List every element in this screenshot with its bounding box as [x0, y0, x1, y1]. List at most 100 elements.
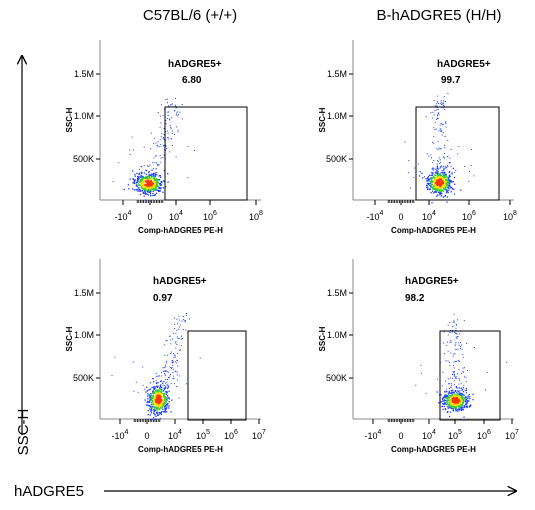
event-dot: [155, 390, 157, 392]
event-dot: [439, 176, 441, 178]
event-dot: [443, 331, 445, 333]
event-dot: [137, 184, 139, 186]
event-dot: [169, 375, 171, 377]
event-dot: [177, 323, 179, 325]
event-dot: [144, 191, 147, 193]
event-dot: [461, 405, 463, 407]
event-dot: [159, 418, 161, 420]
event-dot: [168, 397, 170, 399]
event-dot: [459, 409, 461, 411]
event-dot: [455, 407, 457, 409]
event-dot: [451, 406, 453, 409]
event-dot: [173, 354, 175, 356]
event-dot: [435, 174, 437, 177]
event-dot: [436, 176, 439, 178]
x-tick-label: 106: [224, 429, 238, 441]
event-dot: [441, 170, 443, 172]
event-dot: [440, 179, 442, 181]
event-dot: [450, 398, 452, 401]
event-dot: [461, 393, 463, 395]
event-dot: [440, 178, 443, 180]
event-dot: [177, 379, 179, 381]
event-dot: [451, 399, 453, 401]
event-dot: [441, 165, 443, 167]
event-dot: [435, 105, 436, 107]
event-dot: [449, 322, 451, 323]
event-dot: [453, 372, 455, 373]
event-dot: [164, 411, 166, 413]
event-dot: [447, 407, 449, 409]
event-dot: [435, 177, 437, 179]
event-dot: [163, 370, 165, 372]
event-dot: [146, 390, 149, 392]
event-dot: [150, 401, 153, 404]
x-tick-label: 105: [196, 429, 210, 441]
event-dot: [446, 175, 448, 178]
event-dot: [453, 396, 456, 399]
event-dot: [168, 386, 170, 388]
event-dot: [158, 185, 160, 188]
event-dot: [168, 390, 170, 392]
event-dot: [144, 193, 147, 195]
event-dot: [443, 180, 445, 182]
event-dot: [174, 371, 176, 373]
event-dot: [420, 372, 422, 374]
event-dot: [161, 395, 164, 397]
event-dot: [164, 406, 166, 408]
event-dot: [151, 169, 153, 171]
event-dot: [469, 397, 471, 400]
event-dot: [440, 176, 442, 178]
event-dot: [175, 341, 177, 343]
event-dot: [456, 400, 459, 402]
x-tick-label: 108: [249, 210, 263, 222]
event-dot: [452, 398, 454, 400]
event-dot: [454, 331, 456, 333]
event-dot: [143, 176, 145, 179]
event-dot: [471, 148, 472, 150]
event-dot: [148, 186, 151, 189]
event-dot: [152, 392, 154, 395]
event-dot: [160, 143, 162, 145]
event-dot: [454, 394, 456, 397]
event-dot: [145, 184, 147, 186]
event-dot: [148, 177, 150, 179]
event-dot: [152, 395, 154, 397]
event-dot: [440, 187, 442, 190]
event-dot: [465, 389, 467, 391]
event-dot: [159, 175, 161, 177]
event-dot: [170, 104, 172, 106]
event-dot: [464, 389, 466, 391]
event-dot: [459, 405, 461, 407]
event-dot: [452, 355, 454, 357]
event-dot: [461, 405, 464, 407]
event-dot: [176, 359, 178, 361]
event-dot: [148, 166, 150, 167]
event-dot: [156, 405, 158, 407]
event-dot: [442, 124, 444, 125]
event-dot: [446, 191, 448, 193]
event-dot: [453, 406, 455, 408]
event-dot: [164, 403, 166, 405]
event-dot: [431, 186, 433, 189]
event-dot: [438, 186, 440, 188]
event-dot: [156, 189, 158, 191]
event-dot: [152, 386, 155, 388]
event-dot: [166, 384, 168, 386]
event-dot: [164, 374, 166, 376]
event-dot: [453, 395, 455, 397]
event-dot: [454, 353, 456, 355]
event-dot: [167, 354, 169, 356]
event-dot: [156, 409, 158, 411]
event-dot: [454, 407, 456, 409]
event-dot: [165, 370, 167, 372]
event-dot: [465, 396, 467, 398]
event-dot: [431, 168, 433, 170]
event-dot: [178, 114, 179, 116]
event-dot: [434, 178, 436, 180]
event-dot: [441, 399, 444, 401]
event-dot: [156, 400, 158, 402]
event-dot: [456, 324, 458, 326]
event-dot: [462, 397, 464, 399]
